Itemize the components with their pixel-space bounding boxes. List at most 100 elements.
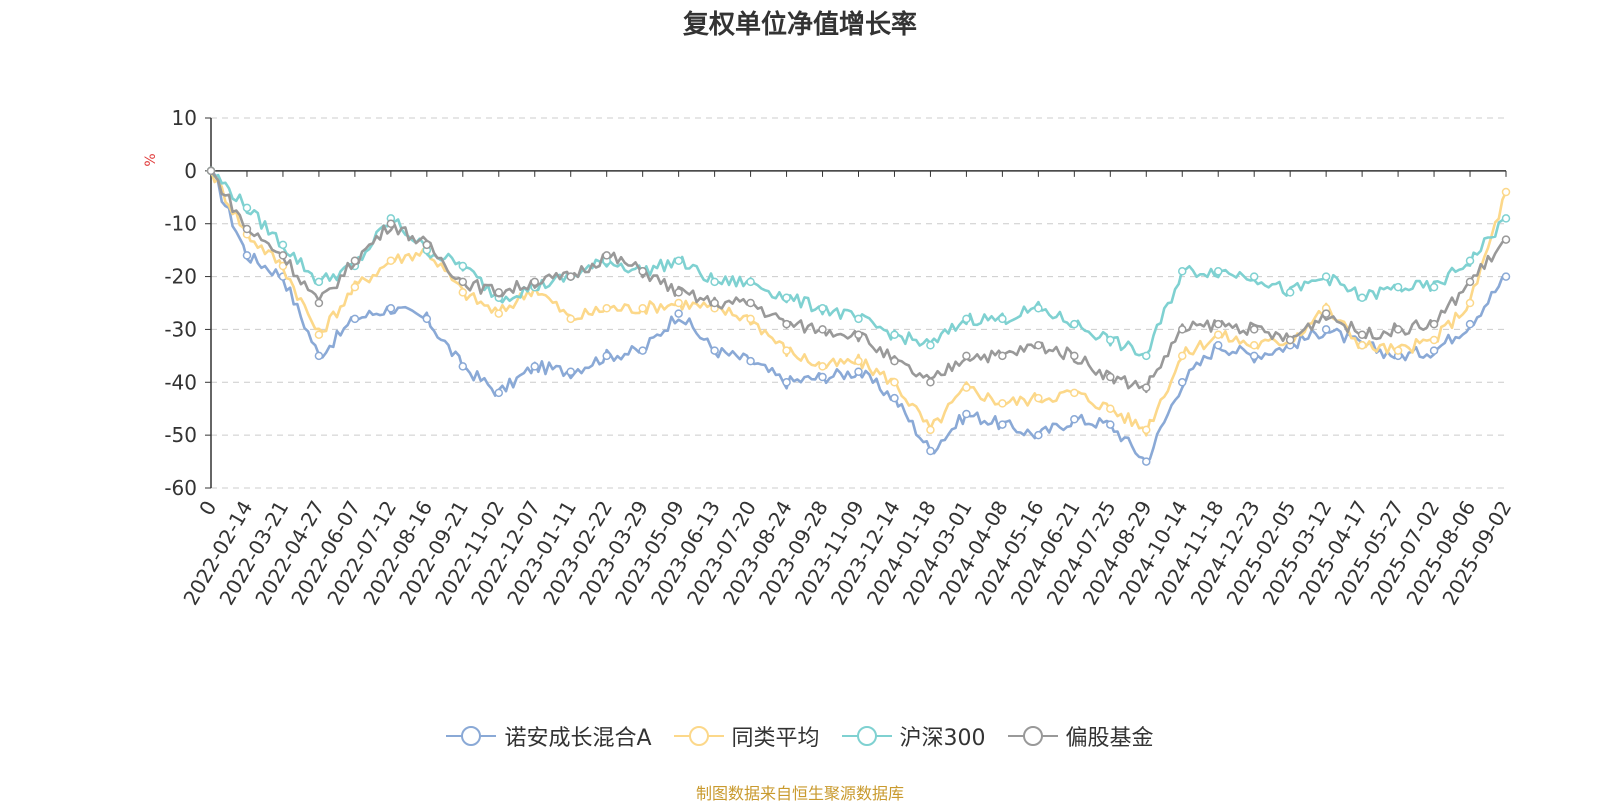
legend-item[interactable]: 诺安成长混合A (446, 720, 652, 752)
legend-label: 偏股基金 (1065, 726, 1154, 751)
data-point (998, 314, 1007, 324)
data-point (638, 304, 647, 313)
data-point (494, 288, 504, 297)
data-point (818, 372, 827, 382)
data-point (602, 251, 611, 260)
data-point (926, 446, 935, 456)
data-point (1321, 325, 1331, 334)
data-point (1034, 341, 1043, 350)
data-point (242, 203, 252, 213)
chart-title: 复权单位净值增长率 (682, 10, 917, 40)
data-point (1034, 304, 1043, 313)
data-point (1285, 335, 1295, 345)
data-point (1357, 341, 1367, 350)
data-point (1142, 383, 1151, 392)
y-axis-unit: % (143, 153, 159, 166)
data-point (998, 420, 1007, 429)
data-point (1249, 272, 1259, 281)
data-point (1106, 372, 1115, 382)
data-point (962, 409, 971, 419)
data-point (1070, 351, 1079, 361)
y-tick-label: -50 (164, 423, 197, 447)
data-point (530, 277, 539, 287)
y-tick-label: 0 (184, 159, 197, 183)
legend-line-circle-icon (1007, 726, 1058, 746)
legend-line-circle-icon (841, 726, 892, 746)
data-point (1501, 187, 1511, 197)
data-point (458, 362, 468, 371)
data-point (710, 298, 719, 308)
data-point (926, 341, 935, 350)
data-point (782, 378, 791, 387)
data-point (1178, 351, 1187, 361)
data-point (422, 240, 432, 250)
y-tick-label: -20 (164, 265, 197, 289)
data-point (1465, 256, 1475, 265)
data-point (1249, 351, 1259, 361)
legend-item[interactable]: 偏股基金 (1007, 720, 1154, 752)
data-point (1393, 346, 1403, 355)
data-point (890, 378, 899, 387)
legend-item[interactable]: 同类平均 (673, 720, 820, 752)
data-point (602, 351, 611, 361)
data-point (1393, 282, 1403, 292)
data-point (782, 293, 791, 302)
legend-label: 沪深300 (899, 726, 986, 751)
data-point (638, 267, 647, 276)
x-tick-label: 0 (194, 497, 221, 520)
data-point (818, 304, 827, 313)
series-line (209, 170, 1508, 437)
data-point (998, 399, 1007, 408)
data-point (1285, 288, 1295, 297)
data-point (962, 314, 971, 324)
data-point (1070, 415, 1079, 424)
legend-item[interactable]: 沪深300 (841, 720, 986, 752)
data-point (746, 356, 755, 366)
data-point (1357, 330, 1367, 339)
data-point (350, 256, 360, 265)
y-tick-label: -60 (164, 476, 197, 500)
data-point (1429, 335, 1439, 345)
data-point (926, 378, 935, 387)
data-point (278, 251, 288, 260)
source-note: 制图数据来自恒生聚源数据库 (695, 784, 904, 803)
data-point (458, 277, 468, 287)
data-point (350, 314, 360, 324)
data-point (1106, 420, 1115, 429)
data-point (818, 362, 827, 371)
data-point (926, 425, 935, 435)
data-point (1465, 277, 1475, 287)
data-point (1357, 293, 1367, 302)
legend-label: 同类平均 (731, 726, 820, 751)
data-point (1249, 341, 1259, 350)
data-point (638, 346, 647, 355)
data-point (242, 224, 252, 234)
data-point (782, 346, 791, 355)
data-point (890, 356, 899, 366)
legend-line-circle-icon (673, 726, 724, 746)
data-point (854, 314, 863, 324)
data-point (674, 288, 683, 297)
data-point (530, 362, 539, 371)
data-point (710, 277, 719, 287)
y-tick-label: -10 (164, 212, 197, 236)
line-chart: 100-10-20-30-40-50-60%02022-02-142022-03… (143, 106, 1516, 609)
data-point (422, 314, 432, 324)
data-point (1142, 425, 1151, 435)
data-point (1501, 214, 1511, 223)
data-point (998, 351, 1007, 361)
y-tick-label: -30 (164, 317, 197, 341)
data-point (1465, 298, 1475, 308)
data-point (674, 256, 683, 265)
data-point (1321, 309, 1331, 318)
data-point (1213, 330, 1223, 339)
data-point (1106, 335, 1115, 345)
legend-line-circle-icon (446, 726, 497, 746)
data-point (566, 314, 575, 324)
data-point (278, 261, 288, 271)
data-point (242, 251, 252, 260)
data-point (1321, 272, 1331, 281)
data-point (1501, 272, 1511, 281)
data-point (962, 351, 971, 361)
data-point (350, 282, 360, 292)
